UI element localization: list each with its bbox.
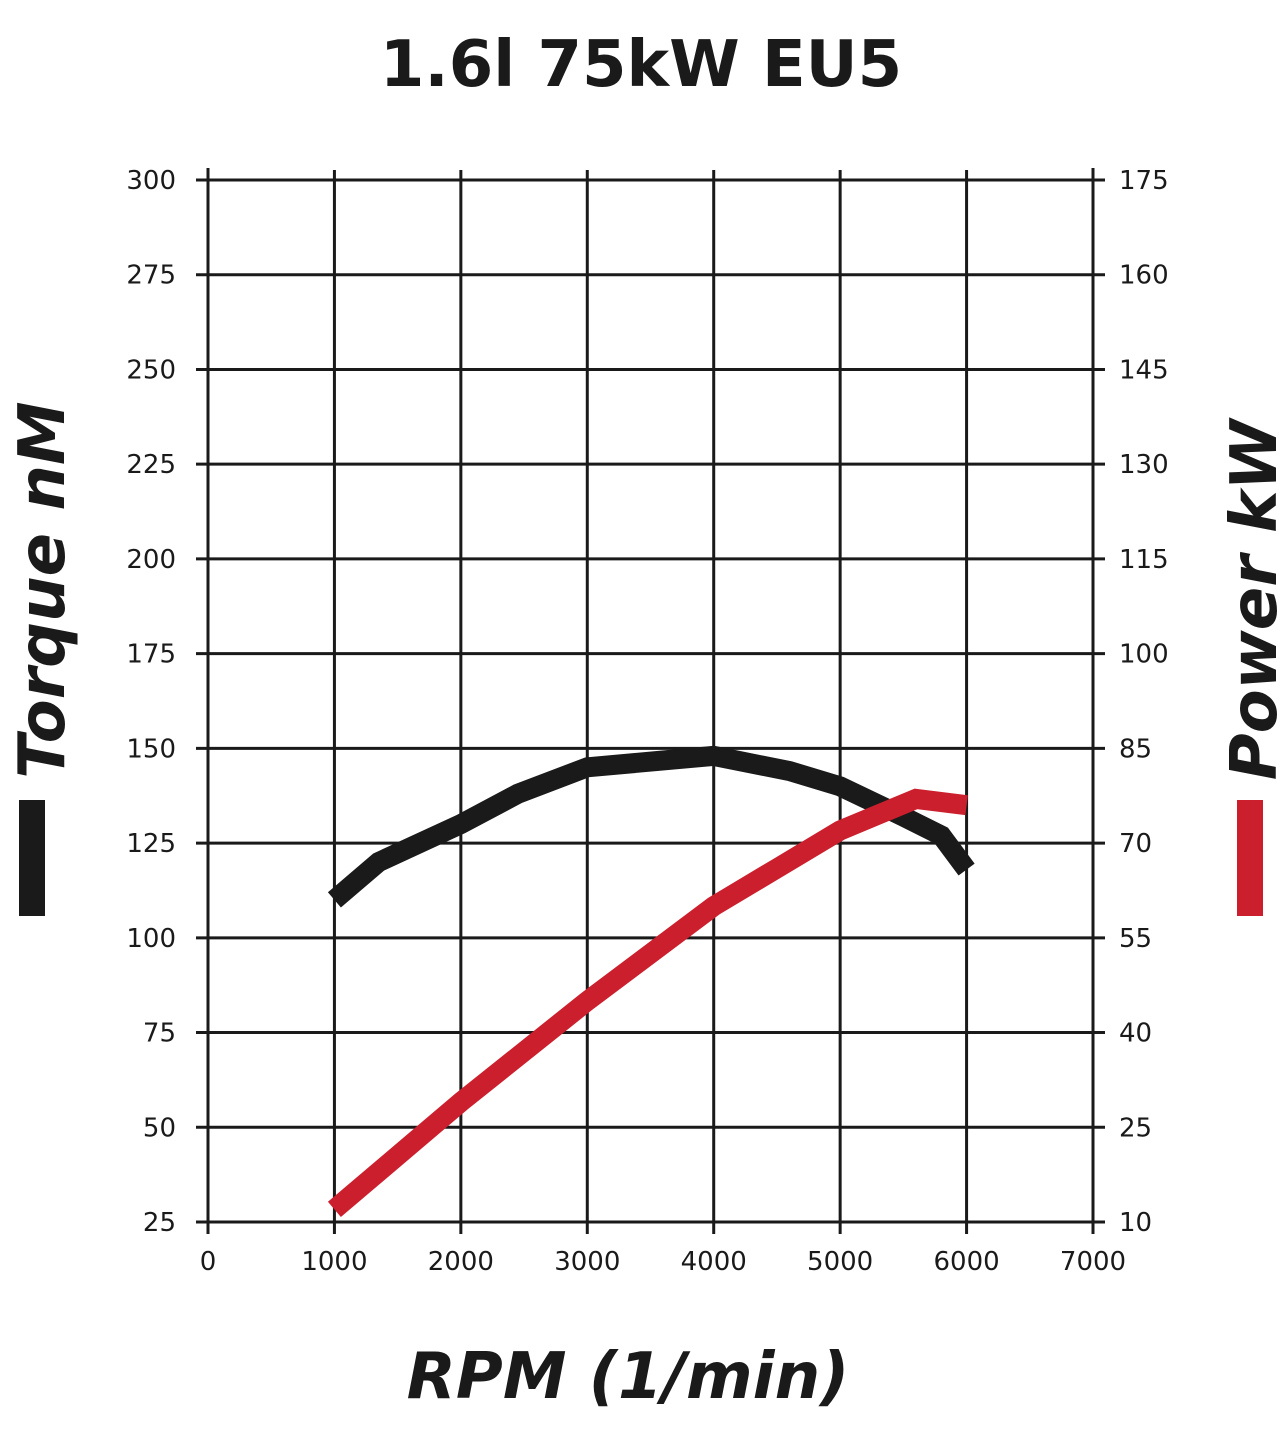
y-left-tick-label-250: 250 <box>126 355 176 385</box>
x-tick-label-7000: 7000 <box>1060 1247 1126 1277</box>
y-left-tick-label-175: 175 <box>126 640 176 670</box>
y-left-tick-label-275: 275 <box>126 261 176 291</box>
x-tick-label-5000: 5000 <box>807 1247 873 1277</box>
y-left-tick-label-200: 200 <box>126 545 176 575</box>
series-lines <box>327 745 975 1218</box>
y-left-tick-label-225: 225 <box>126 450 176 480</box>
x-tick-label-0: 0 <box>200 1247 217 1277</box>
y-right-tick-label-130: 130 <box>1119 450 1169 480</box>
y-right-tick-label-85: 85 <box>1119 734 1152 764</box>
y-left-tick-label-75: 75 <box>143 1019 176 1049</box>
y-right-tick-label-40: 40 <box>1119 1019 1152 1049</box>
x-tick-label-3000: 3000 <box>554 1247 620 1277</box>
x-tick-label-2000: 2000 <box>428 1247 494 1277</box>
y-left-tick-label-50: 50 <box>143 1113 176 1143</box>
y-right-tick-label-160: 160 <box>1119 261 1169 291</box>
y-right-axis-title: Power kW <box>1218 416 1280 780</box>
y-left-tick-label-25: 25 <box>143 1208 176 1238</box>
y-right-tick-label-175: 175 <box>1119 166 1169 196</box>
chart-title: 1.6l 75kW EU5 <box>380 28 902 102</box>
x-tick-label-1000: 1000 <box>301 1247 367 1277</box>
y-right-tick-label-70: 70 <box>1119 829 1152 859</box>
x-tick-label-4000: 4000 <box>681 1247 747 1277</box>
y-right-tick-label-115: 115 <box>1119 545 1169 575</box>
y-left-axis-title: Torque nM <box>6 401 80 778</box>
power-legend-swatch <box>1237 800 1263 916</box>
y-left-tick-label-100: 100 <box>126 924 176 954</box>
y-right-tick-label-10: 10 <box>1119 1208 1152 1238</box>
x-tick-label-6000: 6000 <box>933 1247 999 1277</box>
tick-labels: 0 1000 2000 3000 4000 5000 6000 7000 25 50 75 100 12… <box>126 166 1168 1277</box>
y-left-tick-label-150: 150 <box>126 734 176 764</box>
y-right-tick-label-100: 100 <box>1119 640 1169 670</box>
torque-series-line <box>327 745 975 908</box>
y-right-tick-label-55: 55 <box>1119 924 1152 954</box>
y-left-tick-label-125: 125 <box>126 829 176 859</box>
y-right-tick-label-145: 145 <box>1119 355 1169 385</box>
y-left-tick-label-300: 300 <box>126 166 176 196</box>
power-series-line <box>327 788 968 1218</box>
torque-legend-swatch <box>19 800 45 916</box>
y-right-tick-label-25: 25 <box>1119 1113 1152 1143</box>
x-axis-title: RPM (1/min) <box>407 1340 850 1414</box>
grid <box>196 168 1105 1234</box>
